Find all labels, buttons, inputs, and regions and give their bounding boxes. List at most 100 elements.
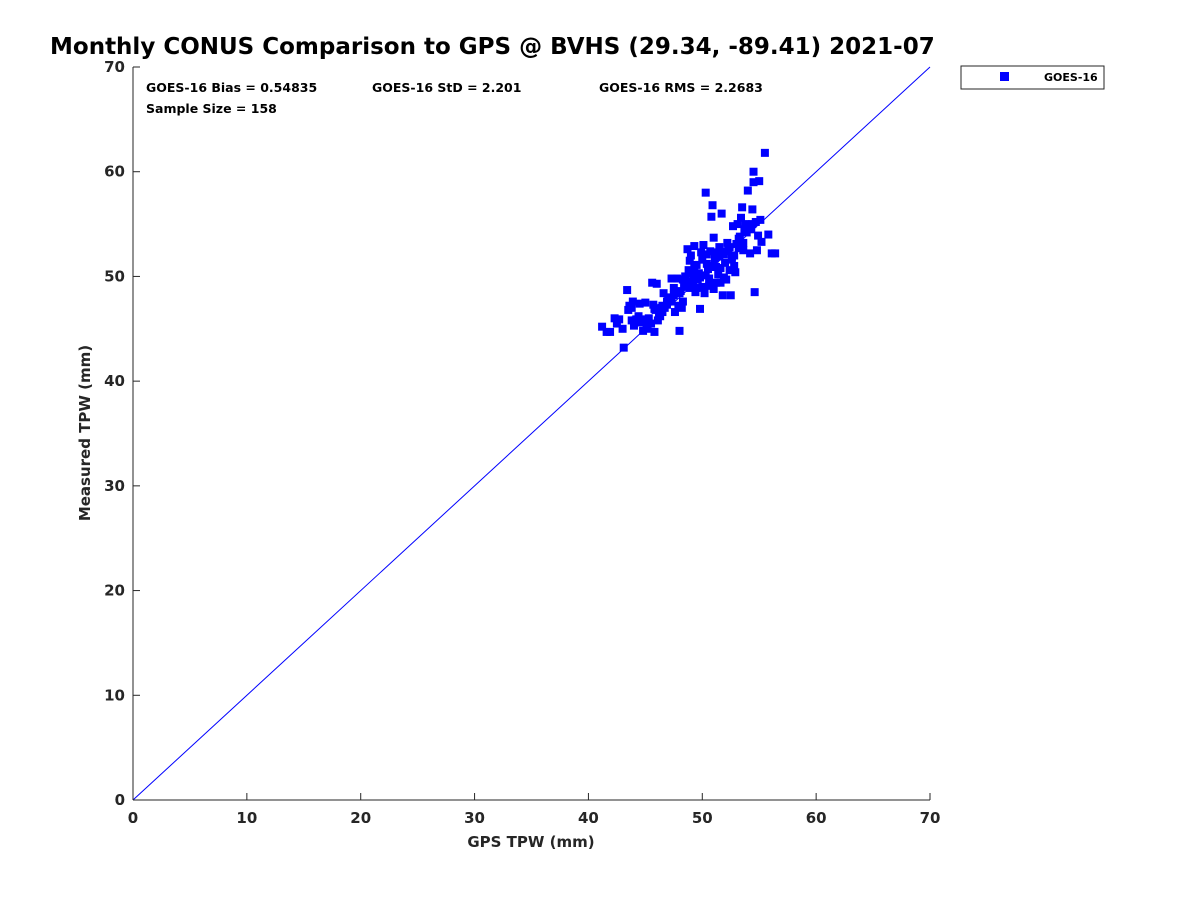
data-point: [678, 275, 687, 284]
data-point: [618, 324, 627, 333]
data-point: [714, 270, 723, 279]
x-axis-label: GPS TPW (mm): [467, 833, 594, 851]
data-point: [752, 246, 761, 255]
data-point: [739, 246, 748, 255]
x-tick-label: 20: [350, 809, 371, 827]
data-point: [708, 261, 717, 270]
legend-label-goes16: GOES-16: [1044, 71, 1098, 84]
data-point: [650, 304, 659, 313]
legend-box: [960, 65, 1105, 90]
data-point: [727, 252, 736, 261]
data-point: [685, 256, 694, 265]
data-point: [750, 288, 759, 297]
data-point: [696, 273, 705, 282]
data-point: [764, 230, 773, 239]
data-point: [708, 201, 717, 210]
x-ticks: 0 10 20 30 40 50 60 70: [128, 793, 941, 827]
y-tick-label: 50: [104, 267, 125, 285]
data-point: [653, 316, 662, 325]
stat-sample-size: Sample Size = 158: [146, 101, 277, 116]
data-point: [711, 278, 720, 287]
stat-bias: GOES-16 Bias = 0.54835: [146, 80, 317, 95]
data-point: [719, 273, 728, 282]
data-point: [715, 243, 724, 252]
data-point: [685, 283, 694, 292]
data-point: [743, 186, 752, 195]
data-point: [686, 251, 695, 260]
data-point: [757, 237, 766, 246]
data-point: [748, 220, 757, 229]
data-point: [731, 268, 740, 277]
data-point: [734, 244, 743, 253]
data-point: [725, 266, 734, 275]
data-point: [702, 259, 711, 268]
y-tick-label: 10: [104, 686, 125, 704]
plot-axes: [132, 67, 930, 801]
data-point: [673, 274, 682, 283]
data-point: [749, 167, 758, 176]
one-to-one-line: [132, 66, 931, 801]
chart-title: Monthly CONUS Comparison to GPS @ BVHS (…: [50, 34, 935, 60]
data-point: [701, 188, 710, 197]
data-point: [698, 282, 707, 291]
y-tick-label: 40: [104, 372, 125, 390]
data-point: [691, 288, 700, 297]
data-point: [615, 315, 624, 324]
data-point: [707, 212, 716, 221]
data-point: [640, 315, 649, 324]
data-point: [635, 299, 644, 308]
data-point: [723, 238, 732, 247]
data-point: [627, 303, 636, 312]
data-point: [739, 238, 748, 247]
data-point: [658, 308, 667, 317]
data-point: [694, 269, 703, 278]
data-point: [631, 316, 640, 325]
data-point: [623, 286, 632, 295]
data-point: [725, 243, 734, 252]
data-point: [709, 233, 718, 242]
data-point: [726, 291, 735, 300]
data-point: [742, 228, 751, 237]
data-point: [697, 248, 706, 257]
data-point: [649, 300, 658, 309]
y-ticks: 0 10 20 30 40 50 60 70: [104, 58, 140, 809]
data-point: [718, 291, 727, 300]
data-point: [678, 297, 687, 306]
data-point: [710, 254, 719, 263]
data-point: [598, 322, 607, 331]
data-point: [696, 304, 705, 313]
legend: GOES-16: [960, 65, 1105, 90]
data-point: [749, 178, 758, 187]
data-point: [738, 203, 747, 212]
data-point: [619, 343, 628, 352]
data-point: [690, 264, 699, 273]
data-point: [760, 148, 769, 157]
data-point: [610, 314, 619, 323]
data-point: [771, 249, 780, 258]
data-point: [662, 297, 671, 306]
data-point: [705, 281, 714, 290]
data-point: [650, 327, 659, 336]
data-point: [634, 312, 643, 321]
y-tick-label: 70: [104, 58, 125, 76]
data-point: [736, 213, 745, 222]
data-point: [658, 301, 667, 310]
data-point: [667, 274, 676, 283]
data-point: [700, 289, 709, 298]
data-point: [648, 278, 657, 287]
data-point: [642, 324, 651, 333]
y-tick-label: 0: [115, 791, 125, 809]
data-point: [748, 205, 757, 214]
x-tick-label: 70: [920, 809, 941, 827]
data-point: [688, 269, 697, 278]
data-point: [652, 279, 661, 288]
x-tick-label: 0: [128, 809, 138, 827]
data-point: [721, 247, 730, 256]
data-points: [598, 148, 780, 352]
y-axis-label: Measured TPW (mm): [76, 345, 94, 521]
data-point: [747, 225, 756, 234]
data-point: [675, 289, 684, 298]
data-point: [709, 284, 718, 293]
data-point: [732, 239, 741, 248]
data-point: [713, 248, 722, 257]
